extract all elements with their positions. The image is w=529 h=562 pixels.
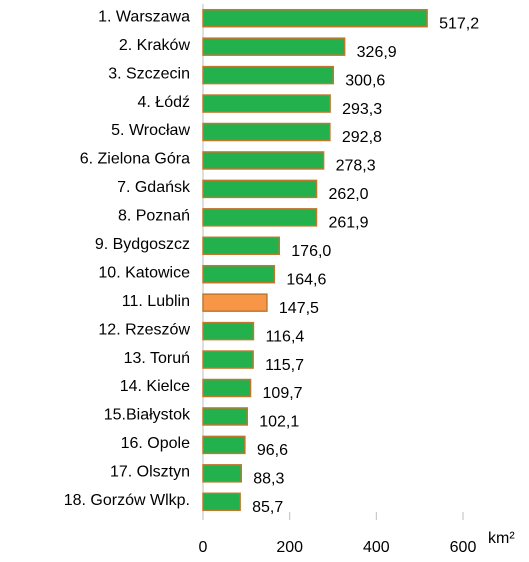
bar: [202, 122, 331, 142]
value-label: 164,6: [286, 271, 326, 288]
y-tick-label: 9. Bydgoszcz: [95, 236, 190, 253]
value-label: 176,0: [291, 243, 331, 260]
value-label: 517,2: [439, 15, 479, 32]
bar: [202, 492, 241, 512]
value-label: 293,3: [342, 101, 382, 118]
y-tick-label: 4. Łódź: [138, 94, 190, 111]
bar: [202, 236, 281, 256]
value-label: 261,9: [328, 215, 368, 232]
value-label: 147,5: [279, 300, 319, 317]
bar: [202, 378, 252, 398]
bar: [202, 321, 255, 341]
y-tick-label: 3. Szczecin: [108, 65, 190, 82]
y-tick-label: 14. Kielce: [120, 378, 190, 395]
value-label: 109,7: [263, 385, 303, 402]
y-tick-label: 16. Opole: [121, 435, 190, 452]
value-label: 300,6: [345, 72, 385, 89]
y-tick-label: 13. Toruń: [124, 350, 190, 367]
y-tick-label: 8. Poznań: [118, 208, 190, 225]
value-label: 116,4: [265, 328, 304, 345]
x-tick-label: 0: [199, 539, 208, 556]
bar: [202, 264, 276, 284]
bar: [202, 208, 318, 227]
bar: [202, 94, 331, 113]
y-tick-label: 1. Warszawa: [98, 8, 190, 25]
value-label: 88,3: [253, 471, 284, 488]
y-tick-label: 11. Lublin: [122, 293, 190, 310]
y-tick-label: 18. Gorzów Wlkp.: [64, 492, 190, 509]
bar: [202, 464, 243, 483]
bar: [202, 8, 428, 28]
bar: [202, 293, 268, 312]
value-label: 292,8: [342, 129, 382, 146]
value-label: 278,3: [336, 158, 376, 175]
value-label: 85,7: [252, 499, 283, 516]
y-tick-label: 12. Rzeszów: [98, 321, 190, 338]
x-tick-label: 200: [276, 539, 303, 556]
value-label: 102,1: [259, 414, 299, 431]
bar: [202, 37, 346, 56]
value-label: 262,0: [329, 186, 369, 203]
x-tick-label: 600: [450, 539, 477, 556]
value-label: 115,7: [265, 357, 304, 374]
y-tick-label: 5. Wrocław: [111, 122, 190, 139]
y-tick-label: 7. Gdańsk: [117, 179, 191, 196]
y-tick-label: 17. Olsztyn: [110, 464, 190, 481]
bar: [202, 435, 246, 455]
y-tick-label: 2. Kraków: [119, 37, 191, 54]
bar: [202, 407, 248, 426]
bar: [202, 350, 254, 369]
bar: [202, 179, 318, 199]
y-tick-label: 6. Zielona Góra: [80, 151, 190, 168]
x-axis-label: km²: [488, 530, 515, 547]
value-label: 96,6: [257, 442, 288, 459]
bar: [202, 151, 325, 170]
x-tick-label: 400: [363, 539, 390, 556]
y-tick-label: 15.Białystok: [104, 407, 191, 424]
bar: [202, 65, 335, 85]
y-tick-label: 10. Katowice: [98, 264, 190, 281]
value-label: 326,9: [357, 44, 397, 61]
